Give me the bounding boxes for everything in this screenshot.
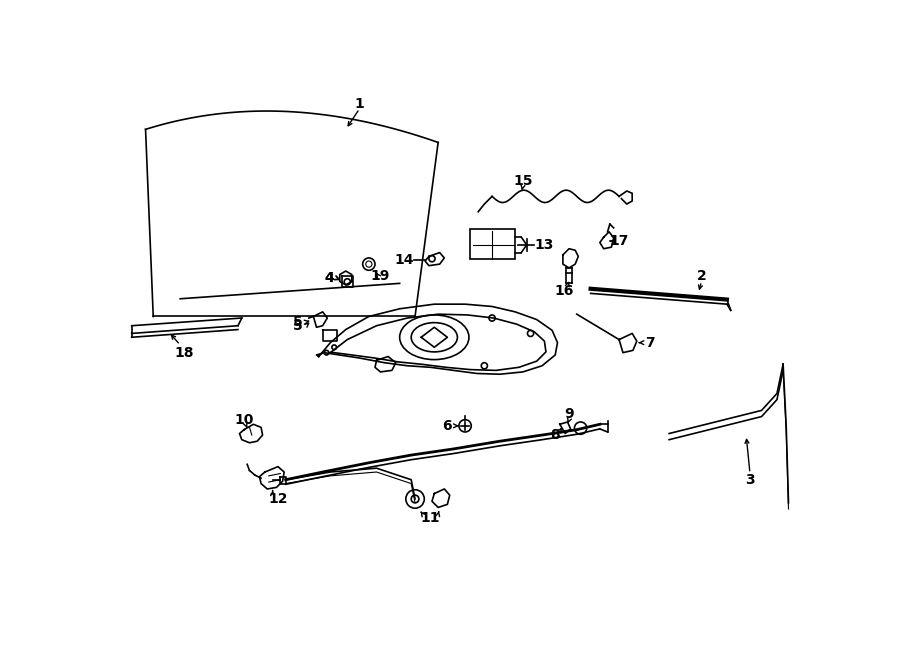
Text: 12: 12 <box>268 492 288 506</box>
Text: 2: 2 <box>697 268 706 283</box>
Text: 7: 7 <box>645 336 654 350</box>
Text: 13: 13 <box>534 238 554 252</box>
Text: 15: 15 <box>513 174 533 188</box>
Text: 5: 5 <box>293 315 303 329</box>
Text: 1: 1 <box>355 97 365 111</box>
Text: 6: 6 <box>443 419 452 433</box>
Text: 18: 18 <box>175 346 194 360</box>
Text: 9: 9 <box>564 407 574 421</box>
Text: 5: 5 <box>293 319 303 332</box>
Text: 4: 4 <box>324 271 334 285</box>
Text: 19: 19 <box>371 268 390 283</box>
Text: 17: 17 <box>609 234 629 248</box>
Text: 14: 14 <box>394 253 414 267</box>
Text: 11: 11 <box>420 511 440 525</box>
Text: 4: 4 <box>324 271 334 285</box>
Text: 8: 8 <box>550 428 560 442</box>
Text: 10: 10 <box>234 412 254 426</box>
Text: 16: 16 <box>554 284 574 298</box>
Text: 3: 3 <box>745 473 755 486</box>
